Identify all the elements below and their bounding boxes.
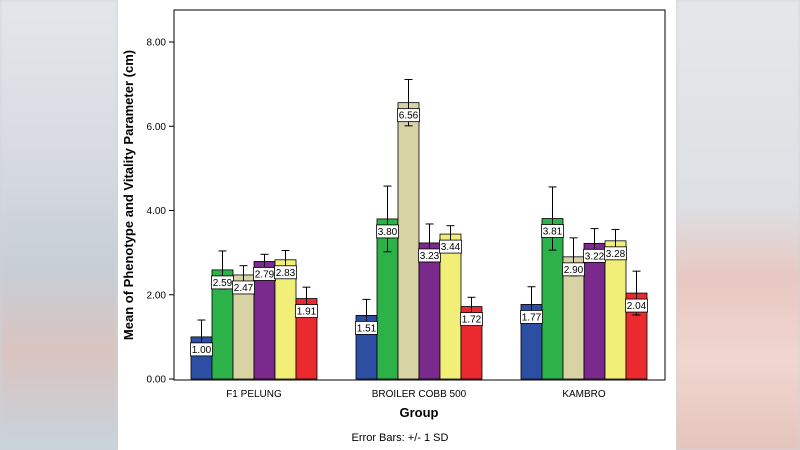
data-label: 6.56 [399, 111, 419, 122]
background-left-blur [0, 0, 118, 450]
data-label-box [625, 298, 648, 313]
data-label-box [232, 280, 255, 295]
x-category-label: BROILER COBB 500 [372, 389, 467, 400]
data-label: 1.00 [192, 345, 212, 356]
y-tick-label: 2.00 [147, 290, 167, 301]
y-tick-label: 8.00 [147, 38, 167, 49]
data-label: 3.81 [543, 227, 563, 238]
data-label: 2.83 [276, 268, 296, 279]
data-label: 2.79 [255, 269, 275, 280]
data-label-box [520, 310, 543, 324]
data-label: 3.28 [606, 249, 626, 260]
data-label-box [418, 248, 441, 263]
data-label: 2.90 [564, 265, 584, 276]
data-label: 2.59 [213, 278, 233, 289]
data-label: 3.23 [420, 251, 440, 262]
data-label-box [541, 224, 564, 238]
background-right-blur [676, 0, 800, 450]
bar [583, 242, 606, 380]
data-label-box [460, 312, 483, 326]
data-label-box [562, 262, 585, 277]
bar [418, 242, 441, 380]
data-label: 3.44 [441, 242, 461, 253]
data-label-box [376, 224, 399, 239]
data-label-box [355, 320, 378, 335]
x-category-label: F1 PELUNG [226, 389, 282, 400]
error-bars-footnote: Error Bars: +/- 1 SD [352, 432, 449, 444]
data-label-box [190, 342, 213, 357]
data-label-box [439, 239, 462, 254]
data-label-box [274, 265, 297, 280]
data-label: 1.72 [462, 315, 482, 326]
data-label-box [604, 246, 627, 261]
data-label-box [295, 304, 318, 318]
data-label: 1.77 [522, 312, 542, 323]
bar [397, 102, 420, 380]
data-label: 1.51 [357, 323, 377, 334]
data-label: 1.91 [297, 307, 317, 318]
y-tick-label: 0.00 [147, 375, 167, 386]
data-label: 2.47 [234, 283, 254, 294]
data-label: 3.80 [378, 227, 398, 238]
x-axis-title: Group [400, 405, 439, 420]
y-axis-title: Mean of Phenotype and Vitality Parameter… [121, 50, 136, 340]
bar [439, 233, 462, 380]
data-label: 2.04 [627, 301, 647, 312]
data-label: 3.22 [585, 251, 605, 262]
x-category-label: KAMBRO [562, 389, 606, 400]
y-tick-label: 4.00 [147, 206, 167, 217]
y-tick-label: 6.00 [147, 122, 167, 133]
data-label-box [397, 108, 420, 123]
bar [604, 240, 627, 380]
